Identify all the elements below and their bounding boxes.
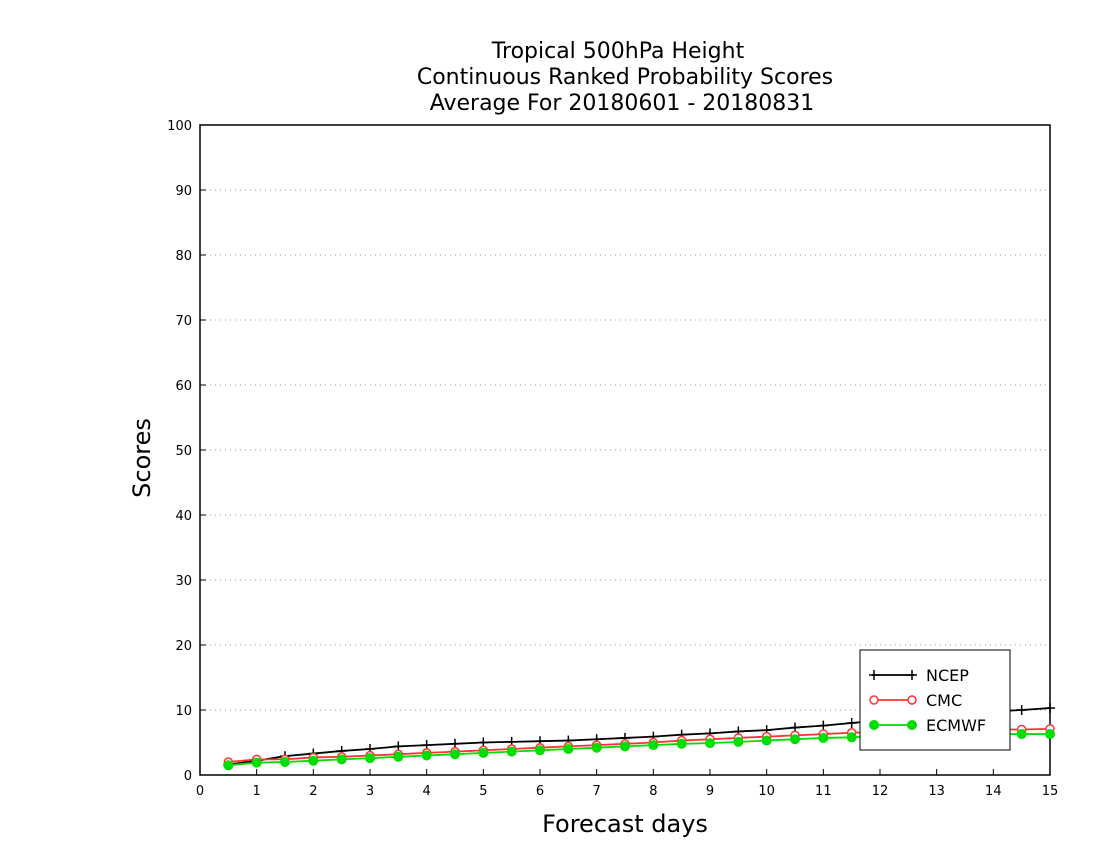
data-point-ecmwf — [308, 755, 319, 766]
x-tick-label: 13 — [928, 784, 945, 799]
y-tick-label: 30 — [175, 574, 192, 589]
data-point-ecmwf — [761, 735, 772, 746]
y-tick-label: 70 — [175, 314, 192, 329]
x-tick-label: 14 — [985, 784, 1002, 799]
y-tick-label: 100 — [167, 119, 192, 134]
data-point-ecmwf — [421, 750, 432, 761]
x-tick-label: 5 — [479, 784, 487, 799]
x-tick-label: 3 — [366, 784, 374, 799]
y-tick-label: 50 — [175, 444, 192, 459]
legend-entry-ecmwf: ECMWF — [869, 716, 986, 735]
y-tick-label: 0 — [184, 769, 192, 784]
data-point-ecmwf — [591, 742, 602, 753]
x-tick-label: 1 — [253, 784, 261, 799]
data-point-ecmwf — [846, 732, 857, 743]
data-point-ecmwf — [648, 740, 659, 751]
legend-marker-cmc — [869, 695, 879, 705]
legend-marker-ncep — [869, 670, 879, 680]
x-tick-label: 11 — [815, 784, 832, 799]
legend-label-ncep: NCEP — [926, 666, 969, 685]
data-point-ecmwf — [1016, 729, 1027, 740]
data-point-ecmwf — [251, 757, 262, 768]
x-tick-label: 9 — [706, 784, 714, 799]
data-point-ncep — [1045, 703, 1055, 714]
data-point-ecmwf — [506, 746, 517, 757]
data-point-ecmwf — [280, 757, 290, 767]
legend-entries: NCEP CMC ECMWF — [869, 666, 986, 735]
legend-entry-ncep: NCEP — [869, 666, 969, 685]
y-tick-label: 60 — [175, 379, 192, 394]
x-tick-label: 8 — [649, 784, 657, 799]
x-tick-label: 6 — [536, 784, 544, 799]
data-point-ecmwf — [336, 754, 347, 765]
data-point-ncep — [818, 720, 829, 731]
y-axis-label: Scores — [128, 418, 156, 498]
legend: NCEP CMC ECMWF — [859, 649, 1011, 751]
x-tick-label: 2 — [309, 784, 317, 799]
y-tick-label: 40 — [175, 509, 192, 524]
legend-marker-ncep — [907, 670, 917, 680]
data-point-ecmwf — [790, 734, 800, 745]
y-tick-label: 90 — [175, 184, 192, 199]
legend-marker-cmc — [907, 695, 917, 705]
legend-entry-cmc: CMC — [869, 691, 962, 710]
legend-marker-ecmwf — [869, 720, 879, 730]
x-axis-ticks: 0 1 2 3 4 5 6 7 8 9 10 11 12 13 14 15 — [196, 769, 1058, 799]
y-tick-label: 20 — [175, 639, 192, 654]
x-tick-label: 12 — [872, 784, 889, 799]
legend-marker-ecmwf — [907, 720, 917, 730]
chart-title-line-1: Tropical 500hPa Height — [491, 39, 745, 64]
x-tick-label: 10 — [758, 784, 775, 799]
data-point-ecmwf — [563, 744, 574, 754]
data-point-ecmwf — [478, 747, 489, 758]
legend-label-ecmwf: ECMWF — [926, 716, 986, 735]
x-tick-label: 15 — [1042, 784, 1059, 799]
y-tick-label: 10 — [175, 704, 192, 719]
data-point-ecmwf — [733, 736, 744, 747]
data-point-ecmwf — [450, 749, 460, 760]
data-point-ecmwf — [620, 741, 630, 752]
y-tick-label: 80 — [175, 249, 192, 264]
data-point-ecmwf — [535, 745, 545, 756]
data-point-ecmwf — [676, 738, 687, 749]
data-point-ecmwf — [393, 751, 404, 762]
x-axis-label: Forecast days — [542, 810, 708, 838]
data-point-ecmwf — [705, 738, 715, 749]
chart-title-line-2: Continuous Ranked Probability Scores — [417, 65, 833, 90]
y-axis-ticks: 0 10 20 30 40 50 60 70 80 90 100 — [167, 119, 206, 784]
x-tick-label: 7 — [593, 784, 601, 799]
x-tick-label: 4 — [423, 784, 431, 799]
chart-title-line-3: Average For 20180601 - 20180831 — [430, 91, 815, 116]
data-point-ecmwf — [1045, 729, 1055, 740]
x-tick-label: 0 — [196, 784, 204, 799]
legend-label-cmc: CMC — [926, 691, 962, 710]
data-point-ncep — [1016, 705, 1027, 715]
data-point-ecmwf — [223, 760, 234, 771]
data-point-ecmwf — [365, 753, 375, 764]
gridlines — [200, 189, 1050, 711]
data-point-ncep — [846, 718, 857, 728]
data-point-ecmwf — [818, 732, 829, 743]
